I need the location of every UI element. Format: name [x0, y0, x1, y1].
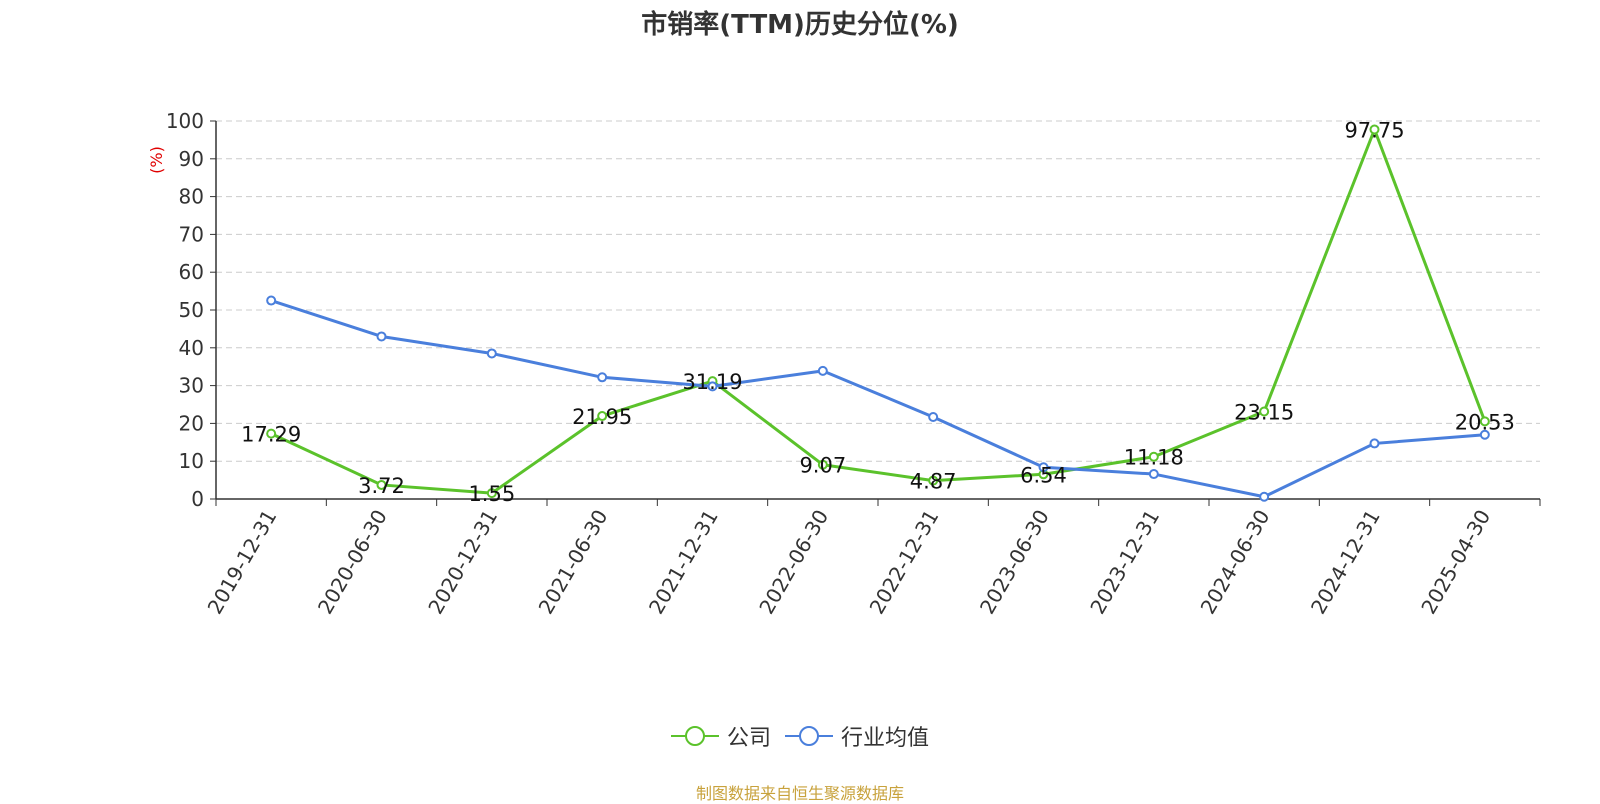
x-tick-label: 2023-06-30 [975, 506, 1054, 619]
data-point-company [1148, 451, 1159, 462]
y-tick-label: 80 [179, 185, 204, 209]
data-point-company [928, 475, 939, 486]
data-label: 97.75 [1344, 119, 1404, 143]
data-point-company [266, 428, 277, 439]
data-label: 31.19 [682, 370, 742, 394]
data-point-industry-avg [1038, 462, 1049, 473]
data-label: 23.15 [1234, 400, 1294, 424]
x-tick-label: 2024-12-31 [1306, 506, 1385, 619]
data-label: 9.07 [799, 454, 846, 478]
x-tick-label: 2023-12-31 [1085, 506, 1164, 619]
data-point-company [1259, 406, 1270, 417]
y-tick-label: 70 [179, 222, 204, 246]
data-point-industry-avg [597, 372, 608, 383]
legend-label-industry-avg: 行业均值 [841, 726, 930, 751]
legend: 公司 行业均值 [0, 720, 1600, 752]
x-tick-label: 2019-12-31 [203, 506, 282, 619]
x-tick-label: 2025-04-30 [1416, 506, 1495, 619]
y-tick-label: 90 [179, 147, 204, 171]
y-tick-label: 30 [179, 374, 204, 398]
legend-marker-company [670, 726, 719, 746]
data-point-industry-avg [817, 365, 828, 376]
x-tick-label: 2021-06-30 [534, 506, 613, 619]
x-tick-label: 2022-12-31 [865, 506, 944, 619]
legend-marker-industry-avg [785, 726, 833, 746]
x-tick-label: 2020-06-30 [313, 506, 392, 619]
data-label: 1.55 [468, 482, 515, 506]
data-point-industry-avg [1148, 469, 1159, 480]
data-label: 21.95 [572, 405, 632, 429]
y-tick-label: 0 [191, 487, 204, 511]
y-tick-label: 50 [179, 298, 204, 322]
data-label: 20.53 [1455, 410, 1515, 434]
legend-item-company[interactable]: 公司 [670, 720, 771, 752]
legend-label-company: 公司 [726, 726, 771, 751]
data-label: 6.54 [1020, 463, 1067, 487]
data-label: 4.87 [910, 470, 957, 494]
data-point-industry-avg [376, 331, 387, 342]
data-point-company [817, 459, 828, 470]
data-label: 11.18 [1124, 446, 1184, 470]
data-point-company [597, 411, 608, 422]
y-tick-label: 10 [179, 449, 204, 473]
y-tick-label: 100 [166, 109, 204, 133]
x-tick-label: 2020-12-31 [423, 506, 502, 619]
x-tick-label: 2021-12-31 [644, 506, 723, 619]
data-point-industry-avg [486, 348, 497, 359]
line-chart: 0 10 20 30 40 50 60 70 80 90 100(%) 2019-12-31 2020-… [147, 109, 1541, 619]
data-point-company [376, 479, 387, 490]
data-point-company [1479, 416, 1490, 427]
data-point-industry-avg [1479, 429, 1490, 440]
series-line-company [270, 128, 1487, 495]
y-tick-label: 40 [179, 336, 204, 360]
legend-item-industry-avg[interactable]: 行业均值 [785, 720, 929, 752]
source-credit: 制图数据来自恒生聚源数据库 [695, 784, 904, 803]
data-point-industry-avg [1369, 438, 1380, 449]
data-point-industry-avg [928, 411, 939, 422]
y-tick-label: 60 [179, 260, 204, 284]
data-point-industry-avg [1259, 491, 1270, 502]
data-label: 3.72 [358, 474, 405, 498]
data-point-industry-avg [266, 295, 277, 306]
data-label: 17.29 [241, 423, 301, 447]
chart-title: 市销率(TTM)历史分位(%) [641, 10, 959, 40]
data-point-company [486, 488, 497, 499]
y-tick-label: 20 [179, 411, 204, 435]
data-point-industry-avg [707, 381, 718, 392]
series-line-industry-avg [270, 299, 1485, 499]
y-axis-label: (%) [147, 146, 166, 174]
x-tick-label: 2022-06-30 [754, 506, 833, 619]
x-tick-label: 2024-06-30 [1196, 506, 1275, 619]
data-point-company [1369, 124, 1380, 135]
